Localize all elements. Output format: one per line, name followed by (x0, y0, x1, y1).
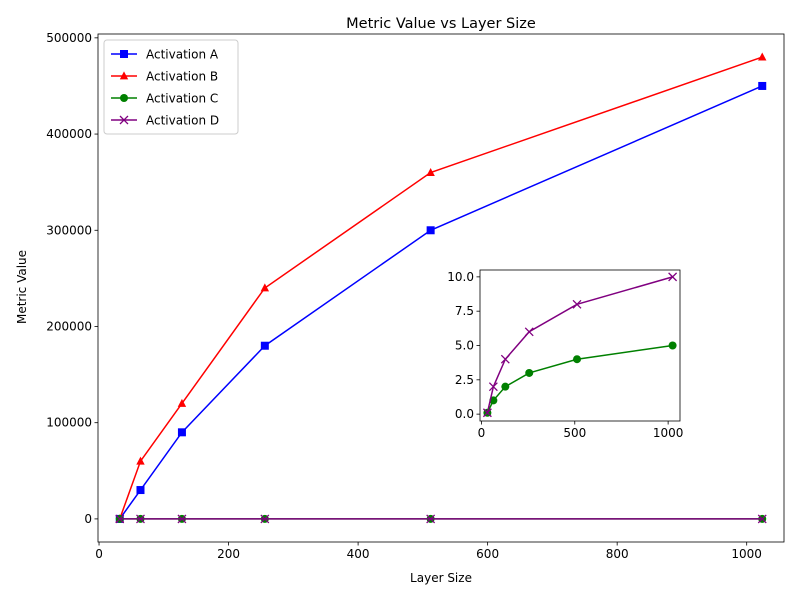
legend-entry-activation-d: Activation D (111, 114, 219, 128)
activation-b-point (136, 456, 145, 465)
legend-entry-activation-c: Activation C (111, 92, 218, 106)
legend-label: Activation C (146, 92, 218, 106)
activation-b-line (119, 56, 763, 520)
inset-x-tick-label: 500 (563, 426, 586, 440)
plot-frame (97, 33, 785, 543)
inset-series-1-point (525, 368, 534, 377)
activation-a-point (260, 341, 269, 350)
inset-series-2-series (482, 272, 678, 418)
activation-a-line (119, 85, 763, 520)
activation-a-point (758, 81, 767, 90)
inset-background (480, 270, 680, 421)
x-axis-label: Layer Size (410, 571, 472, 585)
legend-label: Activation B (146, 70, 218, 84)
y-axis-label: Metric Value (15, 250, 29, 324)
activation-a-point (426, 226, 435, 235)
y-tick-label: 300000 (46, 223, 92, 237)
x-tick-label: 800 (606, 547, 629, 561)
chart-title: Metric Value vs Layer Size (346, 16, 536, 32)
y-tick-label: 100000 (46, 416, 92, 430)
x-tick-label: 1000 (731, 547, 762, 561)
inset-y-tick-label: 10.0 (447, 270, 474, 284)
y-tick-label: 400000 (46, 127, 92, 141)
inset-plot-frame (479, 269, 681, 422)
activation-d-series (115, 514, 767, 524)
inset-series-1-point (668, 341, 677, 350)
inset-series-2-line (486, 276, 673, 413)
activation-a-point (136, 486, 145, 495)
inset-series-2-point (524, 327, 534, 337)
inset-x-tick-label: 1000 (653, 426, 684, 440)
inset-plot: 0 500 1000 0.0 2.5 5.0 7.5 10.0 (447, 269, 684, 440)
inset-y-tick-label: 7.5 (455, 304, 474, 318)
activation-d-point (177, 514, 187, 524)
y-tick-label: 500000 (46, 31, 92, 45)
inset-y-tick-label: 2.5 (455, 373, 474, 387)
legend-box (103, 39, 239, 135)
inset-y-tick-label: 0.0 (455, 407, 474, 421)
inset-series-2-point (500, 354, 510, 364)
main-plot: 0 200 400 600 800 1000 0 100000 200000 300000 4000… (46, 31, 785, 561)
activation-d-point (260, 514, 270, 524)
inset-series-2-point (572, 299, 582, 309)
activation-d-point (136, 514, 145, 524)
legend-entry-activation-a: Activation A (111, 48, 219, 62)
inset-y-tick-label: 5.0 (455, 339, 474, 353)
inset-series-2-point (488, 382, 498, 392)
legend: Activation A Activation B Activation C Acti… (103, 39, 239, 135)
legend-label: Activation A (146, 48, 219, 62)
activation-b-point (260, 283, 270, 292)
x-tick-label: 400 (347, 547, 370, 561)
inset-series-2-point (482, 408, 492, 418)
x-tick-label: 0 (95, 547, 103, 561)
inset-x-tick-label: 0 (478, 426, 486, 440)
activation-b-point (177, 398, 187, 407)
legend-entry-activation-b: Activation B (111, 70, 218, 84)
inset-series-2-point (668, 272, 678, 282)
y-tick-label: 200000 (46, 319, 92, 333)
legend-marker-swatch (120, 50, 128, 58)
activation-d-point (757, 514, 767, 524)
legend-marker-swatch (120, 94, 128, 102)
activation-b-point (426, 167, 435, 176)
activation-d-point (115, 514, 125, 524)
activation-d-point (426, 514, 436, 524)
activation-b-point (758, 52, 767, 61)
x-tick-label: 600 (476, 547, 499, 561)
legend-label: Activation D (146, 114, 219, 128)
x-tick-label: 200 (217, 547, 240, 561)
y-tick-label: 0 (84, 512, 92, 526)
legend-marker-swatch (119, 115, 129, 125)
inset-series-1-point (573, 355, 582, 364)
legend-marker-swatch (119, 71, 129, 80)
inset-series-1-point (501, 382, 510, 391)
activation-a-point (177, 428, 186, 437)
